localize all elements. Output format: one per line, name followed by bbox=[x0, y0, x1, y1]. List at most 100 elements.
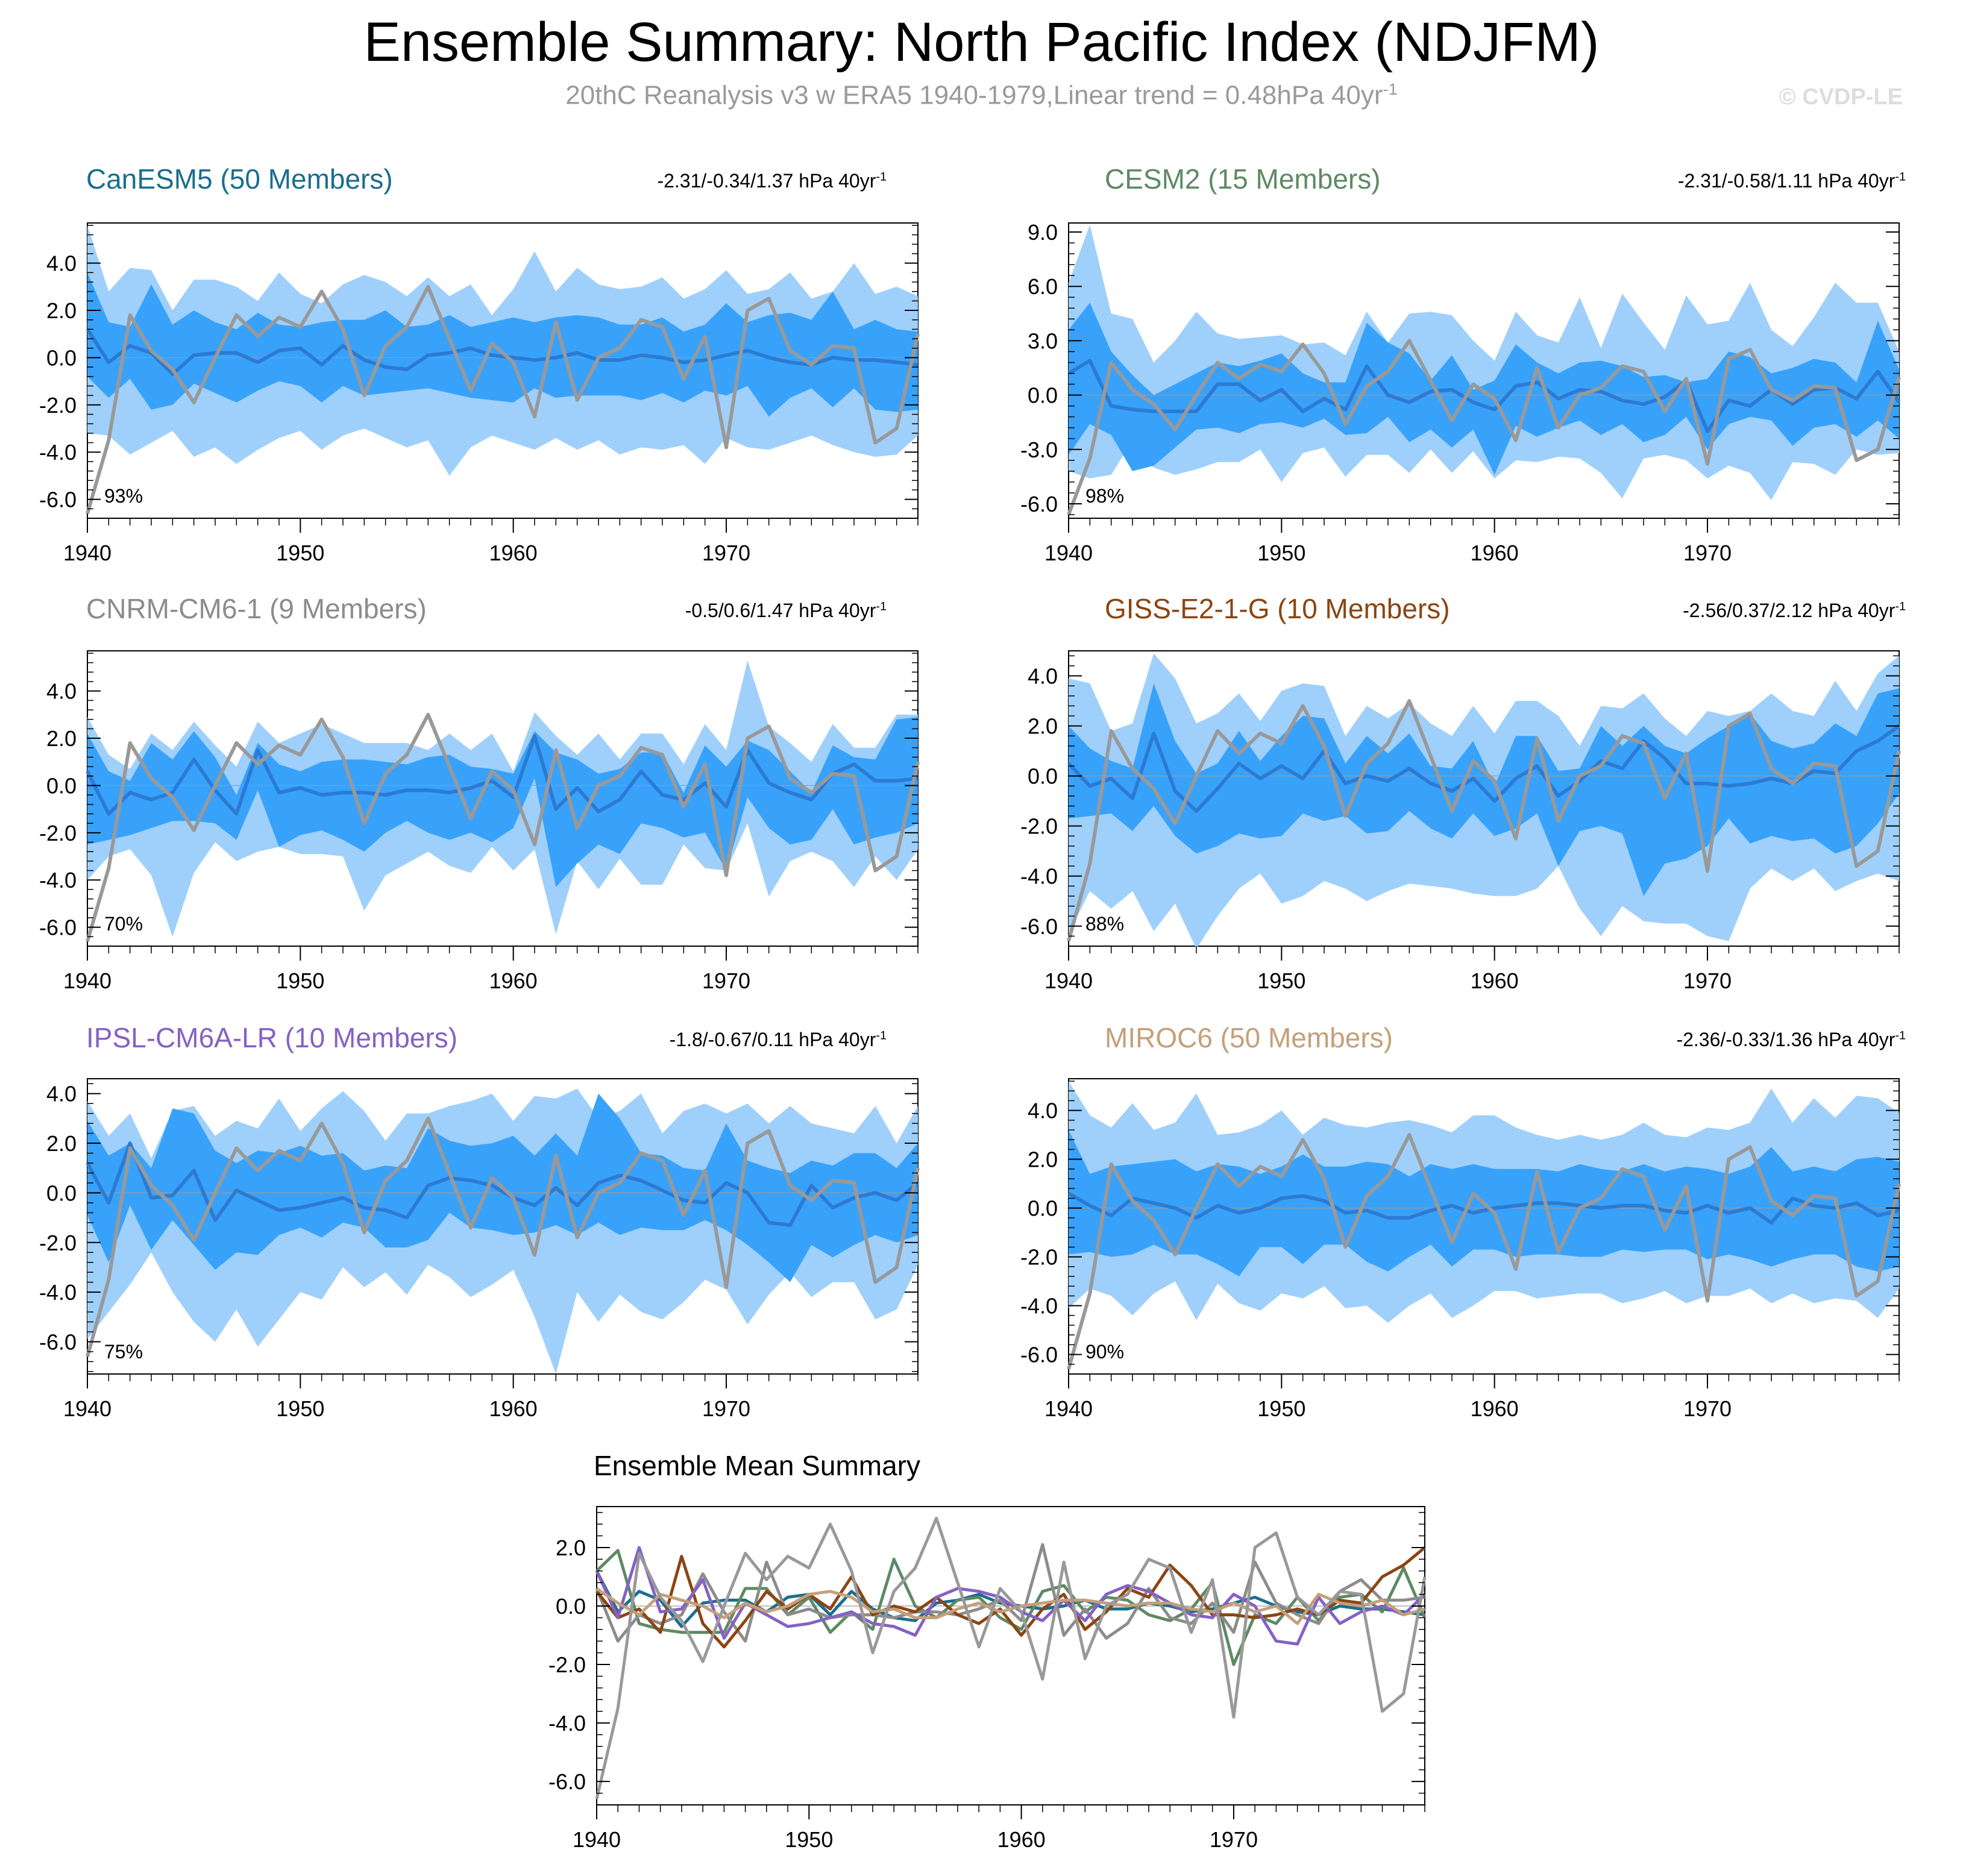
panel-trend-range: -0.5/0.6/1.47 hPa 40yr-1 bbox=[685, 600, 887, 622]
y-tick-label: 0.0 bbox=[46, 345, 77, 370]
ensemble-mean-line bbox=[86, 1141, 919, 1227]
y-tick-label: -4.0 bbox=[1020, 864, 1058, 889]
trend-range-text: -2.36/-0.33/1.36 hPa 40yr bbox=[1676, 1029, 1895, 1050]
percent-label: 88% bbox=[1085, 913, 1124, 935]
observed-line bbox=[1067, 699, 1901, 942]
y-tick-label: 9.0 bbox=[1028, 220, 1058, 245]
x-tick-label: 1960 bbox=[1471, 541, 1519, 565]
trend-range-exponent: -1 bbox=[1895, 600, 1906, 613]
y-tick-label: 0.0 bbox=[1028, 383, 1058, 408]
y-tick-label: -6.0 bbox=[1020, 914, 1058, 939]
observed-line bbox=[1067, 1133, 1901, 1370]
trend-range-exponent: -1 bbox=[1895, 1029, 1906, 1043]
series-line-miroc6 bbox=[595, 1587, 1425, 1625]
y-tick-label: 6.0 bbox=[1028, 274, 1058, 299]
y-tick-label: -4.0 bbox=[39, 1280, 77, 1305]
observed-line bbox=[86, 712, 920, 943]
interquartile-band bbox=[87, 272, 918, 417]
trend-range-text: -1.8/-0.67/0.11 hPa 40yr bbox=[669, 1029, 876, 1050]
x-tick-label: 1950 bbox=[276, 968, 324, 993]
x-tick-label: 1970 bbox=[1683, 541, 1732, 565]
x-tick-label: 1960 bbox=[489, 541, 538, 565]
y-tick-label: 4.0 bbox=[1028, 1099, 1058, 1123]
trend-range-exponent: -1 bbox=[1895, 170, 1906, 184]
percent-label: 98% bbox=[1085, 485, 1124, 507]
y-tick-label: -4.0 bbox=[548, 1711, 586, 1736]
percent-label: 93% bbox=[104, 485, 143, 507]
observed-line bbox=[86, 1116, 920, 1357]
subtitle-text: 20thC Reanalysis v3 w ERA5 1940-1979,Lin… bbox=[565, 80, 1383, 110]
watermark: © CVDP-LE bbox=[1779, 84, 1903, 110]
x-tick-label: 1970 bbox=[702, 541, 750, 565]
ensemble-mean-line bbox=[1067, 1191, 1900, 1225]
y-tick-label: 2.0 bbox=[46, 298, 77, 323]
trend-range-exponent: -1 bbox=[876, 1029, 887, 1043]
x-tick-label: 1950 bbox=[276, 541, 324, 565]
percent-label: 90% bbox=[1085, 1341, 1124, 1363]
panel-title: IPSL-CM6A-LR (10 Members) bbox=[86, 1022, 458, 1053]
x-tick-label: 1970 bbox=[1683, 1396, 1732, 1421]
trend-range-text: -2.56/0.37/2.12 hPa 40yr bbox=[1683, 600, 1895, 621]
subtitle-exponent: -1 bbox=[1383, 80, 1398, 98]
y-tick-label: 2.0 bbox=[46, 1131, 77, 1156]
y-tick-label: -2.0 bbox=[39, 821, 77, 845]
y-tick-label: -6.0 bbox=[39, 1329, 77, 1354]
y-tick-label: 3.0 bbox=[1028, 328, 1058, 353]
panel-title: CNRM-CM6-1 (9 Members) bbox=[86, 593, 427, 624]
trend-range-text: -0.5/0.6/1.47 hPa 40yr bbox=[685, 600, 876, 621]
x-tick-label: 1940 bbox=[63, 968, 111, 993]
trend-range-exponent: -1 bbox=[876, 170, 887, 184]
y-tick-label: -6.0 bbox=[39, 488, 77, 512]
y-tick-label: -4.0 bbox=[39, 440, 77, 465]
x-tick-label: 1950 bbox=[1257, 1396, 1305, 1421]
x-tick-label: 1970 bbox=[1210, 1827, 1258, 1852]
panel-trend-range: -1.8/-0.67/0.11 hPa 40yr-1 bbox=[670, 1029, 887, 1051]
y-tick-label: 4.0 bbox=[46, 1082, 77, 1106]
ensemble-mean-line bbox=[86, 734, 919, 816]
trend-range-exponent: -1 bbox=[876, 600, 887, 613]
ensemble-range-band bbox=[1069, 225, 1899, 500]
panel-trend-range: -2.31/-0.58/1.11 hPa 40yr-1 bbox=[1678, 170, 1906, 192]
y-tick-label: 4.0 bbox=[46, 251, 77, 276]
x-tick-label: 1970 bbox=[702, 1396, 750, 1421]
x-tick-label: 1940 bbox=[1044, 1396, 1093, 1421]
x-tick-label: 1970 bbox=[702, 968, 750, 993]
x-tick-label: 1940 bbox=[63, 1396, 111, 1421]
y-tick-label: -2.0 bbox=[1020, 814, 1058, 839]
y-tick-label: 0.0 bbox=[46, 1181, 77, 1205]
chart-panel: 4.0 2.0 0.0 -2.0 -4.0 -6.0 1940 1950 1960 1970 93% bbox=[39, 222, 920, 565]
chart-panel: 4.0 2.0 0.0 -2.0 -4.0 -6.0 1940 1950 1960 1970 90% bbox=[1020, 1078, 1901, 1421]
y-tick-label: -3.0 bbox=[1020, 438, 1058, 462]
panel-title: CESM2 (15 Members) bbox=[1105, 163, 1381, 195]
series-line-ipsl-cm6a-lr bbox=[595, 1546, 1426, 1646]
y-tick-label: -2.0 bbox=[39, 1231, 77, 1255]
y-tick-label: -4.0 bbox=[1020, 1294, 1058, 1319]
interquartile-band bbox=[87, 717, 918, 887]
x-tick-label: 1940 bbox=[63, 541, 111, 565]
y-tick-label: 0.0 bbox=[1028, 1196, 1058, 1221]
x-tick-label: 1960 bbox=[489, 1396, 538, 1421]
chart-panel: 4.0 2.0 0.0 -2.0 -4.0 -6.0 1940 1950 1960 1970 88% bbox=[1020, 650, 1901, 993]
panel-title: GISS-E2-1-G (10 Members) bbox=[1105, 593, 1450, 624]
y-tick-label: 2.0 bbox=[1028, 714, 1058, 739]
trend-range-text: -2.31/-0.58/1.11 hPa 40yr bbox=[1677, 170, 1895, 192]
x-tick-label: 1960 bbox=[489, 968, 538, 993]
y-tick-label: -6.0 bbox=[548, 1769, 586, 1794]
page-title: Ensemble Summary: North Pacific Index (N… bbox=[363, 11, 1600, 73]
x-tick-label: 1940 bbox=[1044, 541, 1093, 565]
chart-panel: 9.0 6.0 3.0 0.0 -3.0 -6.0 1940 1950 1960 1970 98% bbox=[1020, 220, 1901, 565]
trend-range-text: -2.31/-0.34/1.37 hPa 40yr bbox=[657, 170, 876, 192]
y-tick-label: 2.0 bbox=[1028, 1147, 1058, 1172]
chart-panel: 4.0 2.0 0.0 -2.0 -4.0 -6.0 1940 1950 1960 1970 70% bbox=[39, 650, 920, 993]
ensemble-mean-line bbox=[1067, 359, 1901, 433]
panel-trend-range: -2.56/0.37/2.12 hPa 40yr-1 bbox=[1683, 600, 1906, 622]
x-tick-label: 1960 bbox=[1471, 968, 1519, 993]
y-tick-label: -2.0 bbox=[39, 393, 77, 418]
page-subtitle: 20thC Reanalysis v3 w ERA5 1940-1979,Lin… bbox=[0, 80, 1963, 111]
x-tick-label: 1960 bbox=[997, 1827, 1046, 1852]
percent-label: 70% bbox=[104, 913, 143, 935]
x-tick-label: 1970 bbox=[1683, 968, 1732, 993]
y-tick-label: -6.0 bbox=[1020, 492, 1058, 516]
chart-panel: 4.0 2.0 0.0 -2.0 -4.0 -6.0 1940 1950 1960 1970 75% bbox=[39, 1078, 920, 1421]
summary-chart: 2.0 0.0 -2.0 -4.0 -6.0 1940 1950 1960 1970 bbox=[548, 1506, 1427, 1852]
